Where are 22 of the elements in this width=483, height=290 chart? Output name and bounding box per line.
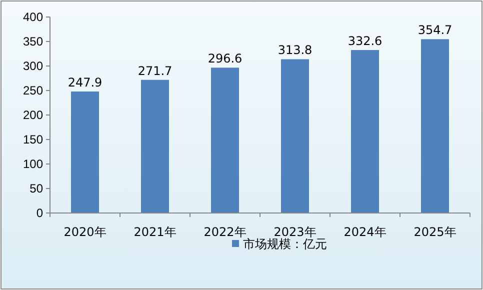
y-tick-label: 0 [36,206,44,220]
y-tick-label: 400 [22,10,44,24]
x-tick-label: 2024年 [344,225,386,239]
x-tick-label: 2021年 [134,225,176,239]
legend-label: 市场规模：亿元 [243,237,327,251]
y-tick-label: 250 [22,83,44,98]
y-tick-label: 50 [30,181,44,196]
y-tick-label: 350 [22,34,44,48]
data-label: 332.6 [348,34,382,48]
x-tick-label: 2020年 [64,225,106,239]
y-tick-label: 300 [22,58,44,73]
x-tick-label: 2023年 [274,225,316,239]
x-tick-label: 2022年 [204,225,246,239]
data-label: 271.7 [138,64,172,78]
data-label: 313.8 [278,43,312,58]
data-label: 354.7 [418,23,452,38]
y-tick-label: 100 [22,156,44,171]
x-tick-label: 2025年 [414,225,456,239]
y-tick-label: 150 [22,132,44,146]
data-label: 296.6 [208,52,242,66]
y-tick-label: 200 [22,108,44,122]
data-label: 247.9 [68,76,102,90]
